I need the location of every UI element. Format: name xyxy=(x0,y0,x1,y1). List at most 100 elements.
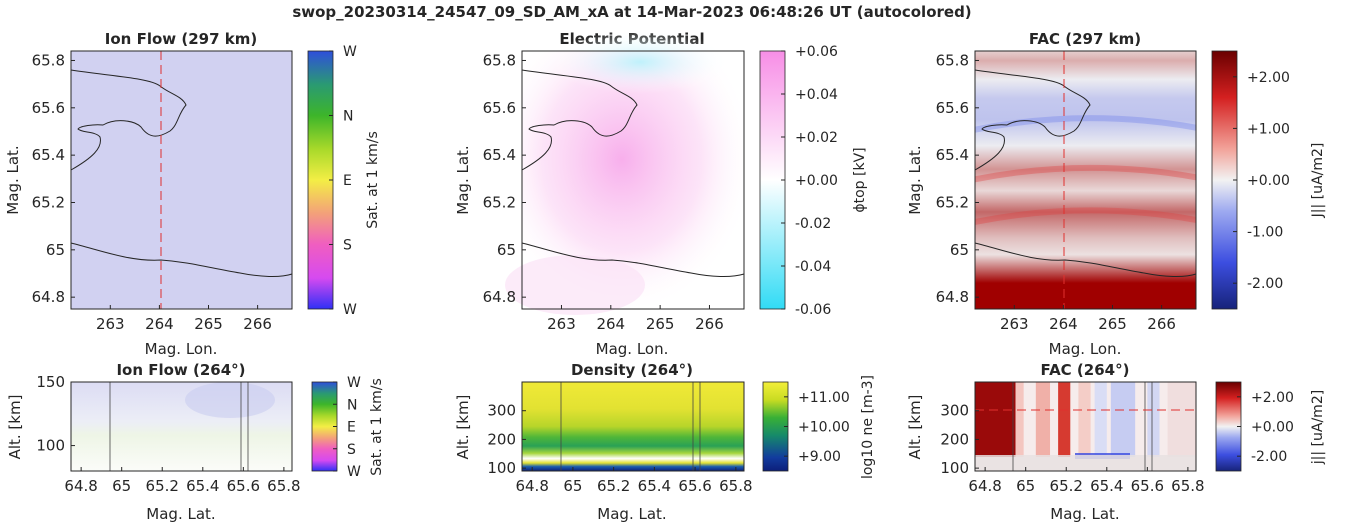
fac-map-colorbar xyxy=(1211,50,1238,310)
colorbar-tick-label: +10.00 xyxy=(798,420,850,436)
panel-potential-map: Electric Potential Mag. Lat. Mag. Lon. 2… xyxy=(454,30,868,358)
fac-map-contour-north xyxy=(974,69,1091,171)
y-tick-label: 65.2 xyxy=(32,193,65,211)
density-alt-field xyxy=(522,382,744,471)
colorbar-tick-label: +0.00 xyxy=(795,173,838,189)
colorbar-tick-label: W xyxy=(347,375,361,391)
panel-density-alt: Density (264°) Alt. [km] Mag. Lat. 64.8 6… xyxy=(454,361,876,523)
y-tick-label: 100 xyxy=(36,437,65,455)
fac-map-arc-band xyxy=(974,207,1197,225)
colorbar-tick-label: -2.00 xyxy=(1251,449,1287,465)
fac-alt-colorbar-label: j|| [uA/m2] xyxy=(1310,390,1326,465)
potential-map-xlabel: Mag. Lon. xyxy=(596,340,669,358)
x-tick-label: 65.2 xyxy=(146,477,179,495)
y-tick-label: 65.6 xyxy=(32,99,65,117)
fac-alt-stripe xyxy=(975,382,1016,457)
y-tick-label: 65.2 xyxy=(936,193,969,211)
x-tick-label: 265 xyxy=(646,315,675,333)
y-tick-label: 65.4 xyxy=(483,146,516,164)
potential-map-contour-north xyxy=(521,69,638,171)
x-tick-label: 265 xyxy=(1098,315,1127,333)
colorbar-tick-label: -1.00 xyxy=(1247,225,1283,241)
y-tick-label: 300 xyxy=(487,402,516,420)
ionflow-map-title: Ion Flow (297 km) xyxy=(105,30,257,48)
y-tick-label: 200 xyxy=(940,430,969,448)
fac-map-title: FAC (297 km) xyxy=(1029,30,1141,48)
colorbar-tick-label: N xyxy=(347,397,357,413)
y-tick-label: 300 xyxy=(940,402,969,420)
x-tick-label: 65.4 xyxy=(1090,477,1123,495)
colorbar-tick-label: +2.00 xyxy=(1251,390,1294,406)
x-tick-label: 264 xyxy=(1049,315,1078,333)
fac-map-colorbar-label: J|| [uA/m2] xyxy=(1310,143,1326,219)
y-tick-label: 65.4 xyxy=(32,146,65,164)
x-tick-label: 65.4 xyxy=(186,477,219,495)
density-alt-xlabel: Mag. Lat. xyxy=(597,505,666,523)
y-tick-label: 65 xyxy=(46,241,65,259)
x-tick-label: 264 xyxy=(596,315,625,333)
y-tick-label: 100 xyxy=(487,459,516,477)
x-tick-label: 264 xyxy=(145,315,174,333)
x-tick-label: 65.6 xyxy=(227,477,260,495)
colorbar-tick-label: W xyxy=(343,302,357,318)
x-tick-label: 65 xyxy=(112,477,131,495)
potential-map-contour-south xyxy=(521,242,745,277)
x-tick-label: 65.8 xyxy=(1171,477,1204,495)
panel-fac-map: FAC (297 km) Mag. Lat. Mag. Lon. 263 264 2… xyxy=(906,30,1326,358)
panel-fac-alt: FAC (264°) Alt. [km] Mag. Lat. 64.8 65 65.… xyxy=(906,361,1326,523)
y-tick-label: 65.4 xyxy=(936,146,969,164)
potential-map-colorbar xyxy=(759,50,786,310)
potential-map-ylabel: Mag. Lat. xyxy=(454,145,472,214)
colorbar-tick-label: S xyxy=(347,442,356,458)
fac-map-ylabel: Mag. Lat. xyxy=(906,145,924,214)
potential-map-axes xyxy=(521,50,745,310)
ionflow-map-ylabel: Mag. Lat. xyxy=(4,145,22,214)
colorbar-tick-label: E xyxy=(347,420,356,436)
fac-alt-stripe xyxy=(1035,382,1051,457)
density-alt-title: Density (264°) xyxy=(571,361,693,379)
fac-alt-stripe xyxy=(1110,382,1136,457)
fac-alt-xlabel: Mag. Lat. xyxy=(1050,505,1119,523)
x-tick-label: 65.8 xyxy=(267,477,300,495)
colorbar-tick-label: +2.00 xyxy=(1247,70,1290,86)
figure-suptitle: swop_20230314_24547_09_SD_AM_xA at 14-Ma… xyxy=(292,3,971,21)
ionflow-map-shade xyxy=(71,51,292,309)
ionflow-alt-title: Ion Flow (264°) xyxy=(116,361,245,379)
colorbar-tick-label: -0.02 xyxy=(795,216,831,232)
y-tick-label: 65.6 xyxy=(936,99,969,117)
fac-alt-stripe xyxy=(1094,382,1107,457)
fac-alt-ylabel: Alt. [km] xyxy=(906,395,924,460)
x-tick-label: 266 xyxy=(1147,315,1176,333)
ionflow-map-xlabel: Mag. Lon. xyxy=(145,340,218,358)
x-tick-label: 263 xyxy=(96,315,125,333)
x-tick-label: 263 xyxy=(547,315,576,333)
fac-map-arc-band xyxy=(974,164,1197,183)
fac-alt-stripe xyxy=(1167,382,1196,457)
x-tick-label: 266 xyxy=(695,315,724,333)
colorbar-tick-label: -2.00 xyxy=(1247,276,1283,292)
x-tick-label: 65.2 xyxy=(1050,477,1083,495)
x-tick-label: 65.2 xyxy=(597,477,630,495)
fac-alt-stripe xyxy=(1058,382,1071,457)
colorbar-tick-label: W xyxy=(343,44,357,60)
fac-alt-title: FAC (264°) xyxy=(1041,361,1130,379)
potential-map-colorbar-label: ϕtop [kV] xyxy=(852,147,868,212)
density-alt-colorbar-label: log10 ne [m-3] xyxy=(860,375,876,479)
density-alt-colorbar xyxy=(762,381,789,472)
colorbar-tick-label: -0.04 xyxy=(795,259,831,275)
colorbar-tick-label: S xyxy=(343,238,352,254)
fac-alt-colorbar xyxy=(1215,381,1242,472)
potential-map-pink-lower xyxy=(505,255,645,315)
fac-alt-stripe xyxy=(1078,382,1091,457)
y-tick-label: 65.8 xyxy=(483,51,516,69)
y-tick-label: 65.8 xyxy=(936,51,969,69)
colorbar-tick-label: +0.04 xyxy=(795,87,838,103)
colorbar-tick-label: +0.00 xyxy=(1251,420,1294,436)
y-tick-label: 150 xyxy=(36,373,65,391)
fac-alt-axes xyxy=(974,381,1197,472)
colorbar-tick-label: W xyxy=(347,464,361,480)
y-tick-label: 65.8 xyxy=(32,51,65,69)
y-tick-label: 64.8 xyxy=(483,288,516,306)
ionflow-map-colorbar-label: Sat. at 1 km/s xyxy=(365,131,381,229)
ionflow-map-colorbar xyxy=(307,50,334,310)
